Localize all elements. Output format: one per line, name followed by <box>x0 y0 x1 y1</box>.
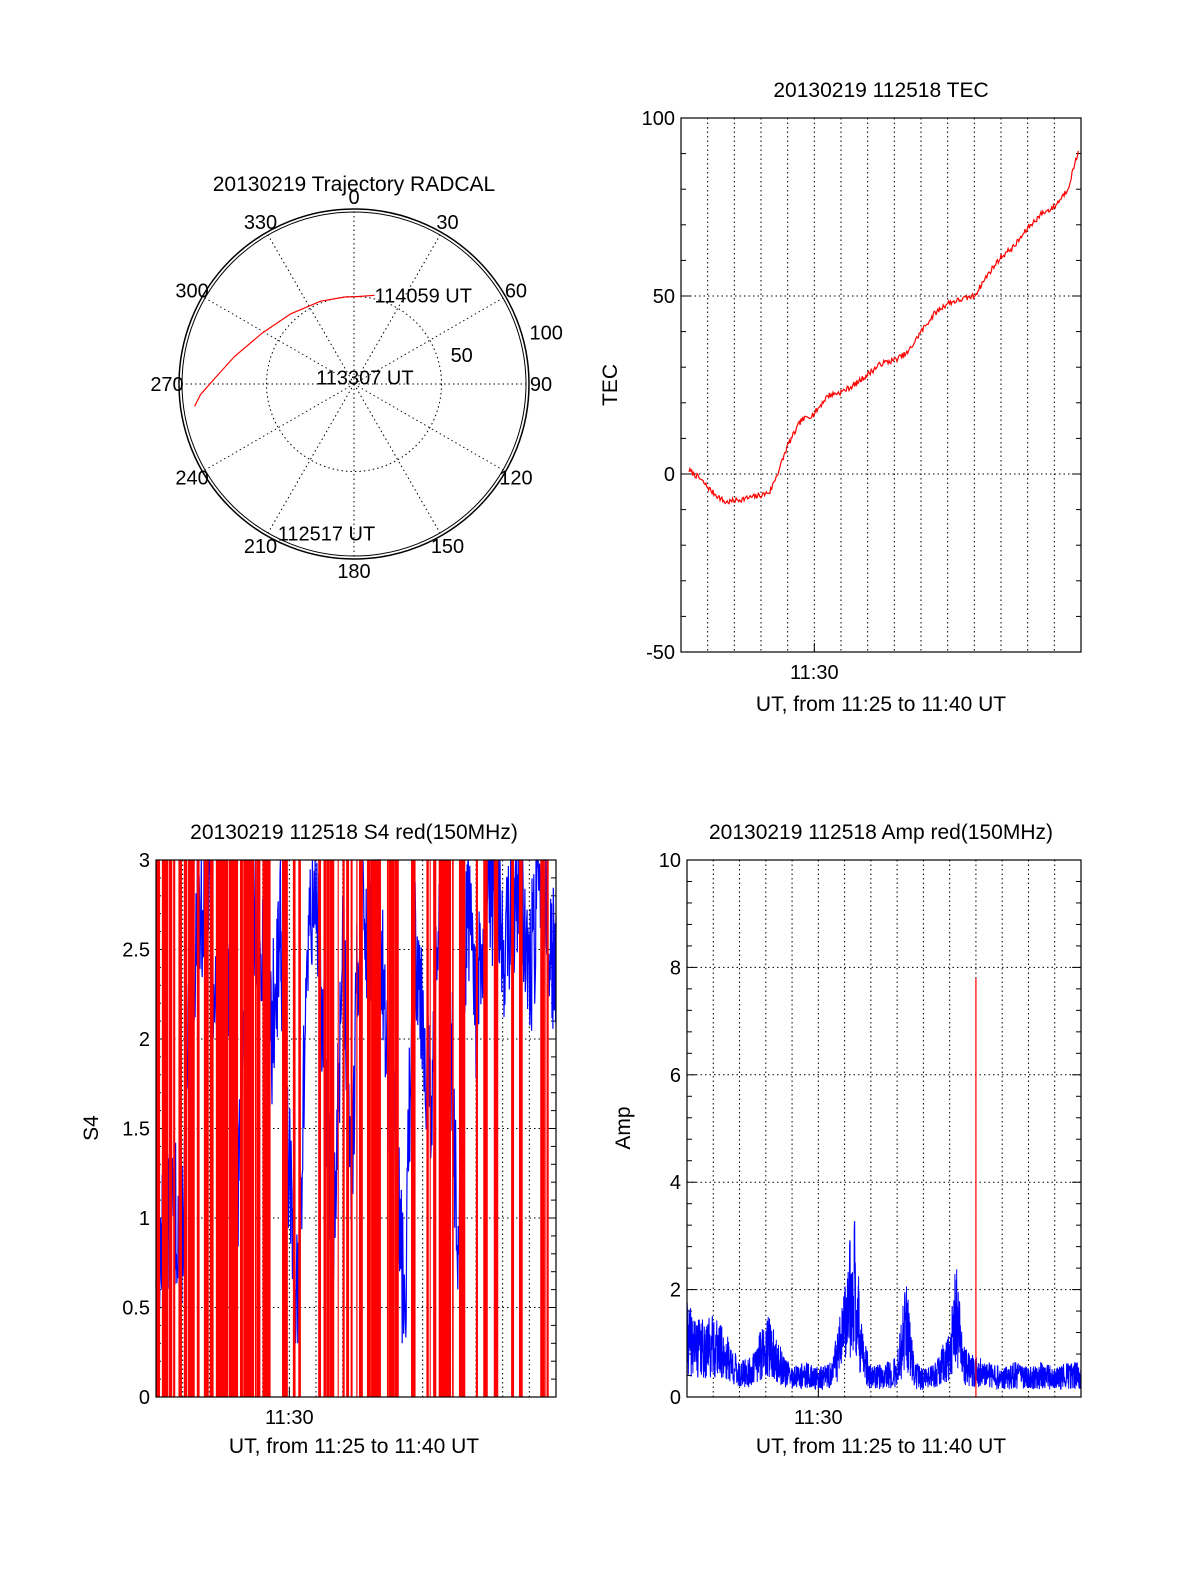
s4-title: 20130219 112518 S4 red(150MHz) <box>190 821 518 844</box>
s4-xlabel: UT, from 11:25 to 11:40 UT <box>229 1435 479 1458</box>
tec-series-line <box>688 150 1079 505</box>
s4-frame <box>155 859 557 1398</box>
polar-outer-circle <box>178 208 530 560</box>
polar-time-annotation: 114059 UT <box>374 285 471 307</box>
polar-spoke-210 <box>266 383 355 536</box>
polar-angle-label-150: 150 <box>431 536 464 558</box>
polar-angle-label-330: 330 <box>244 212 277 234</box>
amp-ytick-label: 6 <box>670 1065 681 1087</box>
s4-ytick-label: 0 <box>139 1387 150 1409</box>
polar-angle-labels: 0 30 60 90 120 150 180 210 240 270 300 330 <box>150 187 552 583</box>
tec-frame <box>680 117 1082 653</box>
polar-angle-label-180: 180 <box>337 561 370 583</box>
polar-angle-label-300: 300 <box>175 281 208 303</box>
polar-time-annotation: 113307 UT <box>316 367 413 389</box>
tec-xtick-label: 11:30 <box>790 662 839 684</box>
s4-red-dropouts <box>156 860 549 1397</box>
amp-xtick-label: 11:30 <box>794 1407 843 1429</box>
polar-spoke-30 <box>353 232 442 385</box>
s4-ytick-label: 3 <box>139 850 150 872</box>
polar-time-annotation: 112517 UT <box>278 524 375 546</box>
tec-ytick-label: 100 <box>642 108 675 130</box>
tec-plot-area: -50 0 50 100 11:30 <box>642 108 1082 684</box>
polar-grid <box>178 208 530 560</box>
amp-xlabel: UT, from 11:25 to 11:40 UT <box>756 1435 1006 1458</box>
polar-angle-label-0: 0 <box>348 187 359 209</box>
s4-panel: 20130219 112518 S4 red(150MHz) S4 UT, fr… <box>80 821 557 1458</box>
polar-title: 20130219 Trajectory RADCAL <box>213 173 496 196</box>
amp-ytick-label: 0 <box>670 1387 681 1409</box>
polar-angle-label-210: 210 <box>244 536 277 558</box>
s4-ytick-label: 0.5 <box>122 1298 150 1320</box>
polar-radial-tick-50: 50 <box>451 345 473 367</box>
amp-ytick-label: 10 <box>659 850 681 872</box>
s4-plot-area: 0 0.5 1 1.5 2 2.5 3 11:30 <box>122 850 557 1429</box>
polar-trajectory-line <box>194 294 375 407</box>
tec-panel: 20130219 112518 TEC TEC UT, from 11:25 t… <box>599 79 1082 716</box>
tec-ylabel: TEC <box>599 364 622 406</box>
polar-radial-ticks: 50 100 <box>451 322 563 367</box>
amp-panel: 20130219 112518 Amp red(150MHz) Amp UT, … <box>612 821 1082 1458</box>
polar-angle-label-90: 90 <box>530 374 552 396</box>
amp-plot-area: 0 2 4 6 8 10 11:30 <box>659 850 1082 1429</box>
tec-xlabel: UT, from 11:25 to 11:40 UT <box>756 693 1006 716</box>
s4-ytick-label: 1 <box>139 1208 150 1230</box>
amp-series-line <box>686 1221 1082 1391</box>
amp-ytick-label: 8 <box>670 957 681 979</box>
polar-spoke-240 <box>202 383 355 472</box>
polar-radial-tick-100: 100 <box>530 322 563 344</box>
s4-ylabel: S4 <box>80 1115 103 1141</box>
polar-series <box>194 294 375 407</box>
amp-ylabel: Amp <box>612 1106 635 1149</box>
s4-ytick-label: 2.5 <box>122 940 150 962</box>
s4-xtick-label: 11:30 <box>265 1407 314 1429</box>
polar-angle-label-240: 240 <box>175 468 208 490</box>
amp-ytick-label: 2 <box>670 1280 681 1302</box>
polar-angle-label-60: 60 <box>505 281 527 303</box>
s4-ytick-label: 2 <box>139 1029 150 1051</box>
tec-ytick-label: 0 <box>664 464 675 486</box>
trajectory-polar-panel: 20130219 Trajectory RADCAL 0 30 60 90 120 150… <box>150 173 563 583</box>
amp-title: 20130219 112518 Amp red(150MHz) <box>709 821 1053 844</box>
tec-title: 20130219 112518 TEC <box>773 79 988 102</box>
s4-ytick-label: 1.5 <box>122 1119 150 1141</box>
tec-ytick-label: 50 <box>653 286 675 308</box>
polar-ring-50 <box>266 296 442 472</box>
tec-ytick-label: -50 <box>646 642 675 664</box>
polar-angle-label-270: 270 <box>150 374 183 396</box>
amp-ytick-label: 4 <box>670 1172 681 1194</box>
polar-angle-label-120: 120 <box>499 468 532 490</box>
polar-angle-label-30: 30 <box>436 212 458 234</box>
polar-annotations: 114059 UT 113307 UT 112517 UT <box>278 285 472 545</box>
amp-frame <box>686 859 1082 1398</box>
